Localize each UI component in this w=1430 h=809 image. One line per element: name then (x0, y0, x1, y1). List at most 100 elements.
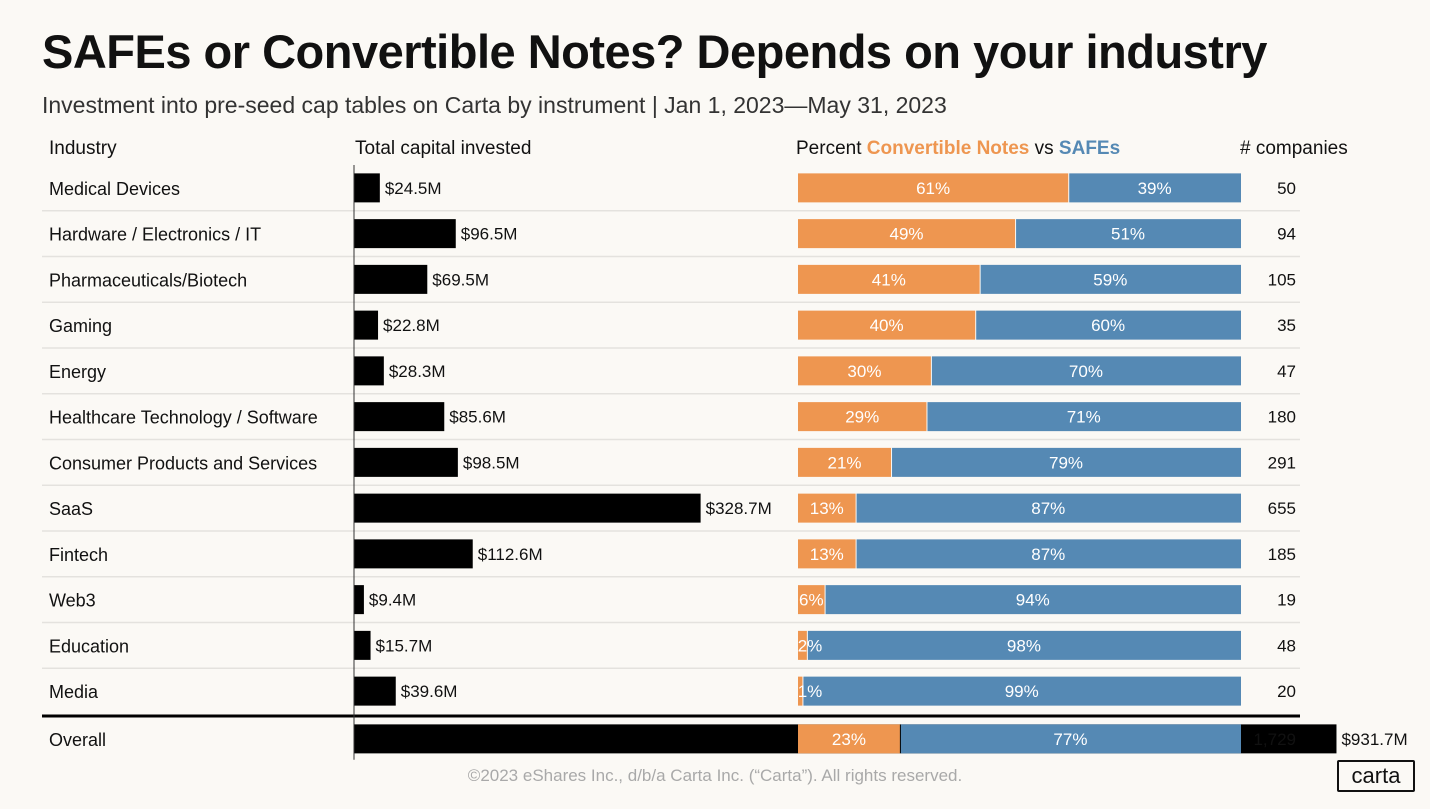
safes-bar (931, 356, 1241, 386)
safes-pct-label: 60% (1091, 316, 1125, 335)
industry-label: Hardware / Electronics / IT (49, 225, 261, 245)
companies-count: 185 (1268, 545, 1296, 564)
capital-label: $39.6M (401, 682, 458, 701)
notes-bar (798, 447, 892, 477)
capital-bar (354, 447, 458, 477)
notes-pct-label: 41% (872, 270, 906, 289)
chart-subtitle: Investment into pre-seed cap tables on C… (42, 92, 947, 118)
safes-pct-label: 87% (1031, 545, 1065, 564)
industry-column-header: Industry (49, 138, 117, 159)
companies-count: 19 (1277, 591, 1296, 610)
capital-label: $28.3M (389, 362, 446, 381)
capital-label: $112.6M (478, 545, 543, 564)
copyright-footer: ©2023 eShares Inc., d/b/a Carta Inc. (“C… (467, 766, 963, 785)
notes-pct-label: 6% (799, 591, 824, 610)
notes-bar (798, 310, 976, 340)
safes-bar (856, 493, 1241, 523)
overall-capital-label: $931.7M (1341, 730, 1407, 749)
companies-count: 180 (1268, 408, 1296, 427)
notes-pct-label: 40% (870, 316, 904, 335)
safes-pct-label: 51% (1111, 225, 1145, 244)
capital-bar (354, 264, 428, 294)
companies-column-header: # companies (1240, 138, 1348, 159)
notes-bar (798, 493, 856, 523)
capital-label: $69.5M (432, 270, 489, 289)
carta-logo: carta (1337, 760, 1415, 792)
capital-label: $98.5M (463, 453, 520, 472)
capital-label: $24.5M (385, 179, 442, 198)
safes-pct-label: 94% (1016, 591, 1050, 610)
capital-label: $96.5M (461, 225, 518, 244)
capital-bar (354, 173, 380, 203)
notes-bar (798, 264, 980, 294)
notes-bar (798, 585, 825, 615)
industry-label: Pharmaceuticals/Biotech (49, 270, 247, 290)
safes-bar (980, 264, 1241, 294)
safes-bar (927, 402, 1241, 432)
safes-legend: SAFEs (1058, 138, 1121, 159)
notes-pct-label: 21% (827, 453, 861, 472)
capital-label: $85.6M (449, 408, 506, 427)
companies-count: 20 (1277, 682, 1296, 701)
safes-bar (1016, 219, 1241, 249)
companies-count: 105 (1268, 270, 1296, 289)
safes-pct-label: 71% (1067, 408, 1101, 427)
companies-count: 48 (1277, 636, 1296, 655)
capital-bar (354, 219, 456, 249)
capital-bar (354, 676, 396, 706)
industry-label: Consumer Products and Services (49, 453, 317, 473)
safes-pct-label: 79% (1049, 453, 1083, 472)
capital-label: $328.7M (706, 499, 772, 518)
capital-bar (354, 630, 371, 660)
companies-count: 94 (1277, 225, 1296, 244)
industry-label: Fintech (49, 545, 108, 565)
notes-bar (798, 539, 856, 569)
notes-bar (798, 676, 803, 706)
companies-count: 291 (1268, 453, 1296, 472)
notes-pct-label: 13% (810, 499, 844, 518)
industry-label: Media (49, 682, 99, 702)
safes-pct-label: 98% (1007, 636, 1041, 655)
industry-label: SaaS (49, 499, 93, 519)
notes-pct-label: 1% (798, 682, 823, 701)
capital-bar (354, 402, 445, 432)
notes-bar (798, 219, 1016, 249)
safes-pct-label: 59% (1093, 270, 1127, 289)
industry-label: Web3 (49, 591, 96, 611)
companies-count: 655 (1268, 499, 1296, 518)
industry-label: Gaming (49, 316, 112, 336)
overall-notes-bar (798, 724, 900, 754)
capital-label: $9.4M (369, 591, 416, 610)
safes-pct-label: 87% (1031, 499, 1065, 518)
companies-count: 47 (1277, 362, 1296, 381)
companies-count: 35 (1277, 316, 1296, 335)
safes-bar (803, 676, 1241, 706)
notes-bar (798, 402, 927, 432)
capital-label: $22.8M (383, 316, 440, 335)
safes-bar (976, 310, 1241, 340)
industry-label: Medical Devices (49, 179, 180, 199)
capital-label: $15.7M (376, 636, 433, 655)
companies-count: 50 (1277, 179, 1296, 198)
notes-pct-label: 49% (890, 225, 924, 244)
percent-vs: vs (1029, 138, 1059, 159)
chart-title: SAFEs or Convertible Notes? Depends on y… (42, 25, 1267, 78)
notes-pct-label: 30% (847, 362, 881, 381)
overall-notes-pct-label: 23% (832, 730, 866, 749)
safes-pct-label: 39% (1138, 179, 1172, 198)
industry-label: Healthcare Technology / Software (49, 408, 318, 428)
notes-pct-label: 2% (798, 636, 823, 655)
safes-bar (892, 447, 1241, 477)
percent-column-header: Percent Convertible Notes vs SAFEs (796, 138, 1120, 160)
capital-bar (354, 539, 473, 569)
overall-safes-bar (900, 724, 1241, 754)
notes-pct-label: 61% (916, 179, 950, 198)
convertible-notes-legend: Convertible Notes (866, 138, 1030, 159)
notes-pct-label: 29% (845, 408, 879, 427)
overall-companies-count: 1,729 (1253, 730, 1296, 749)
safes-pct-label: 99% (1005, 682, 1039, 701)
safes-bar (1069, 173, 1241, 203)
notes-bar (798, 173, 1069, 203)
capital-bar (354, 310, 379, 340)
